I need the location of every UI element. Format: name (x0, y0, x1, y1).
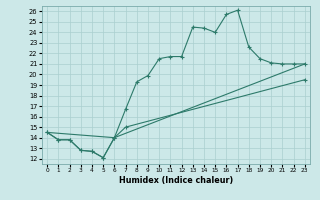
X-axis label: Humidex (Indice chaleur): Humidex (Indice chaleur) (119, 176, 233, 185)
